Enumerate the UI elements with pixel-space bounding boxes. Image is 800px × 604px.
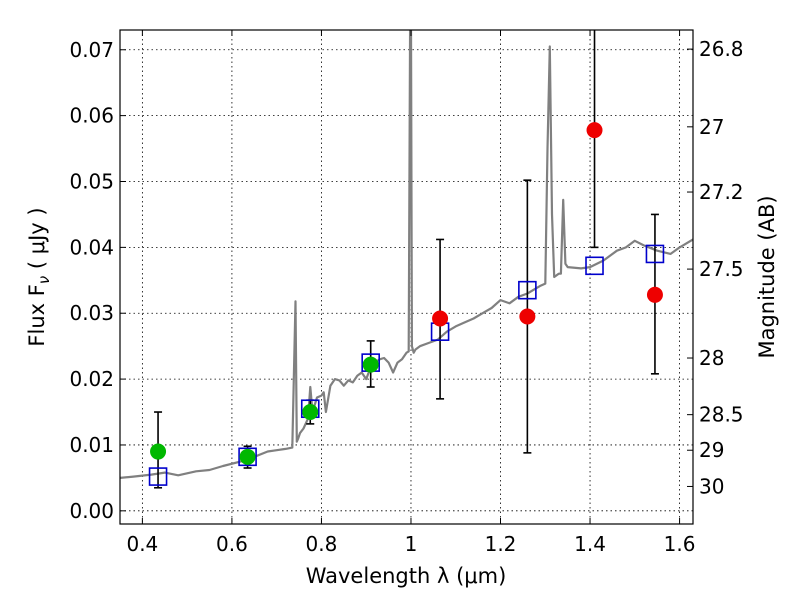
right-tick-label: 28 [699,346,724,370]
model-photometry-point [238,447,257,467]
spectrum-line [120,30,693,479]
y-axis-label: Flux Fν ( μJy ) [25,207,53,346]
right-axis-label: Magnitude (AB) [755,195,779,358]
y-tick-label: 0.05 [69,169,114,193]
x-tick-label: 0.6 [216,532,248,556]
x-tick-label: 0.4 [126,532,158,556]
x-tick-label: 1.4 [574,532,606,556]
y-axis-label-main: Flux F [25,284,49,346]
detection-point [302,404,319,421]
detection-point [239,448,256,465]
detection-point [150,443,167,460]
axis-ticks [120,30,693,524]
plot-frame [119,29,694,525]
detection-point [362,356,379,373]
axis-tick-labels: 0.4 0.6 0.8 1 1.2 1.4 1.6 0.00 0.01 0.02 0.03 0.04 0… [69,37,743,556]
right-tick-label: 27 [699,115,724,139]
y-axis-label-sub: ν [35,276,53,284]
y-tick-label: 0.01 [69,433,114,457]
y-tick-label: 0.07 [69,38,114,62]
x-tick-label: 1 [405,532,418,556]
y-tick-label: 0.02 [69,367,114,391]
nondetection-point [519,308,536,325]
x-axis-label: Wavelength λ (μm) [306,564,507,588]
y-tick-label: 0.03 [69,301,114,325]
plot-area [120,30,693,489]
y-tick-label: 0.00 [69,499,114,523]
nondetection-point [646,286,663,303]
y-tick-label: 0.04 [69,235,114,259]
y-axis-label-unit: ( μJy ) [25,207,49,275]
model-photometry-point [645,244,665,264]
x-tick-label: 1.2 [485,532,517,556]
right-tick-label: 27.5 [699,257,744,281]
right-tick-label: 26.8 [699,37,744,61]
model-photometry-point [148,467,168,486]
model-photometry-point [585,256,604,276]
right-tick-label: 30 [699,474,724,498]
y-tick-label: 0.06 [69,104,114,128]
right-tick-label: 28.5 [699,403,744,427]
right-tick-label: 27.2 [699,180,744,204]
x-tick-label: 0.8 [306,532,338,556]
nondetection-point [586,122,603,139]
right-tick-label: 29 [699,438,724,462]
nondetection-point [432,310,449,327]
x-tick-label: 1.6 [664,532,696,556]
model-photometry-point [518,280,537,300]
